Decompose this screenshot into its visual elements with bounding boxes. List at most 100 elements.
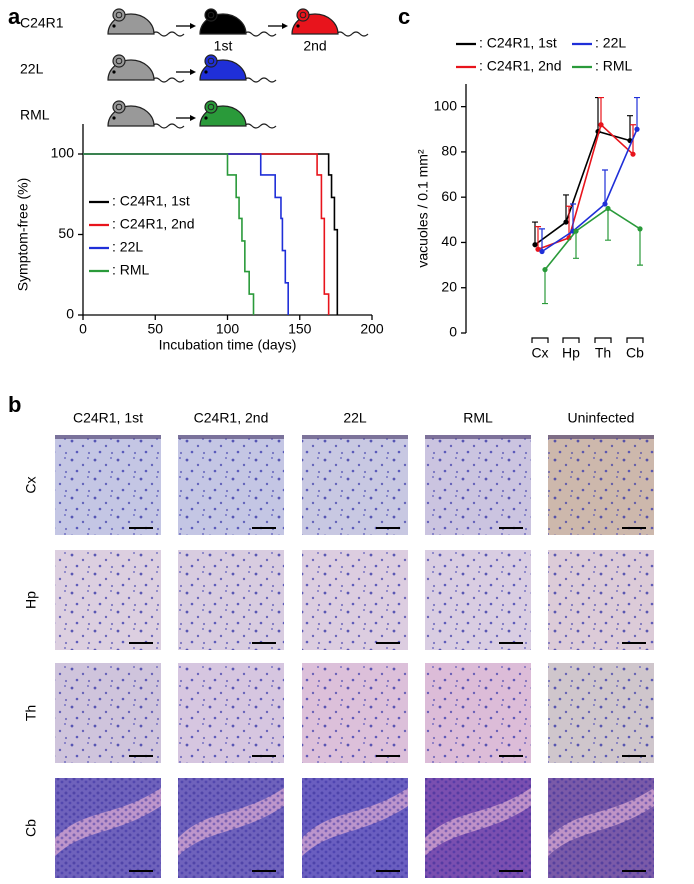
cell-texture xyxy=(302,550,408,650)
column-header: C24R1, 2nd xyxy=(194,410,269,426)
histology-image xyxy=(55,663,161,763)
mouse-tail xyxy=(243,77,277,83)
data-point xyxy=(542,267,548,273)
legend-label: : RML xyxy=(595,58,633,74)
histology-image xyxy=(425,550,531,650)
arrow-head xyxy=(190,115,196,121)
mouse-tail xyxy=(243,123,277,129)
histology-image xyxy=(302,550,408,650)
mouse xyxy=(199,54,277,83)
x-tick-label: 0 xyxy=(79,321,87,337)
cell-texture xyxy=(178,435,284,535)
x-tick-label: 200 xyxy=(360,321,384,337)
mouse-tail xyxy=(335,31,369,37)
mouse-ear xyxy=(204,8,218,22)
panel-label: a xyxy=(8,4,21,29)
data-point xyxy=(563,219,569,225)
cell-texture xyxy=(425,550,531,650)
category-bracket xyxy=(531,337,549,343)
error-bar xyxy=(542,269,548,305)
mouse-ear-inner xyxy=(115,11,123,19)
cell-texture xyxy=(548,435,654,535)
x-tick-label: Cb xyxy=(626,345,644,361)
passage-label: 2nd xyxy=(303,38,326,54)
error-bar xyxy=(566,205,572,238)
survival-line xyxy=(83,153,289,315)
mouse-eye xyxy=(204,116,208,120)
mouse xyxy=(291,8,369,37)
error-bar xyxy=(539,228,545,252)
surface xyxy=(425,435,531,439)
error-bar xyxy=(573,231,579,259)
mouse-eye xyxy=(204,24,208,28)
error-bar xyxy=(535,226,541,250)
mouse-ear-inner xyxy=(299,11,307,19)
surface xyxy=(55,435,161,439)
data-point xyxy=(605,205,611,212)
legend-label: : 22L xyxy=(112,239,143,255)
cell-texture xyxy=(55,435,161,535)
cell-texture xyxy=(548,778,654,878)
histology-image xyxy=(302,663,408,763)
data-point xyxy=(535,246,541,252)
mouse xyxy=(199,100,277,129)
histology-image xyxy=(548,550,654,650)
x-tick-label: 100 xyxy=(216,321,240,337)
cell-texture xyxy=(425,663,531,763)
y-tick-label: 0 xyxy=(449,324,457,340)
cell-texture xyxy=(178,663,284,763)
passage-label: 1st xyxy=(214,38,233,54)
arrow-head xyxy=(282,23,288,29)
panel-label: c xyxy=(398,4,410,29)
cell-texture xyxy=(425,778,531,878)
legend-label: : C24R1, 2nd xyxy=(479,58,562,74)
x-axis-label: Incubation time (days) xyxy=(159,337,297,353)
error-bar xyxy=(637,228,643,266)
histology-image xyxy=(178,778,284,878)
histology-image xyxy=(178,550,284,650)
column-header: 22L xyxy=(343,410,367,426)
error-bar xyxy=(602,169,608,204)
column-header: RML xyxy=(463,410,493,426)
strain-label: 22L xyxy=(20,61,44,77)
y-tick-label: 0 xyxy=(66,306,74,322)
mouse xyxy=(199,8,277,37)
histology-image xyxy=(548,435,654,535)
error-bar xyxy=(532,221,538,245)
mouse-ear-inner xyxy=(115,103,123,111)
histology-image xyxy=(55,778,161,878)
error-bar xyxy=(634,96,640,130)
cell-texture xyxy=(302,778,408,878)
data-point xyxy=(539,248,545,255)
series-line xyxy=(537,123,634,250)
mouse-tail xyxy=(151,31,185,37)
mouse-eye xyxy=(112,116,116,120)
cell-texture xyxy=(302,663,408,763)
mouse-tail xyxy=(151,77,185,83)
cell-texture xyxy=(425,435,531,535)
cell-texture xyxy=(178,778,284,878)
y-axis-label: Symptom-free (%) xyxy=(15,178,31,292)
error-bar xyxy=(570,203,576,232)
y-tick-label: 60 xyxy=(441,188,457,204)
mouse-ear-inner xyxy=(207,57,215,65)
cell-texture xyxy=(302,435,408,535)
row-label: Cb xyxy=(23,819,39,837)
survival-line xyxy=(83,153,339,315)
histology-image xyxy=(178,663,284,763)
row-label: Cx xyxy=(23,476,39,493)
histology-image xyxy=(302,778,408,878)
error-bar xyxy=(563,194,569,223)
error-bar xyxy=(627,115,633,141)
y-tick-label: 100 xyxy=(51,145,75,161)
column-header: C24R1, 1st xyxy=(73,410,143,426)
legend-label: : 22L xyxy=(595,35,626,51)
survival-line xyxy=(83,153,330,315)
series-line xyxy=(544,207,641,271)
category-bracket xyxy=(562,337,580,343)
column-header: Uninfected xyxy=(568,410,635,426)
mouse-ear xyxy=(296,8,310,22)
histology-image xyxy=(548,778,654,878)
cell-texture xyxy=(548,663,654,763)
